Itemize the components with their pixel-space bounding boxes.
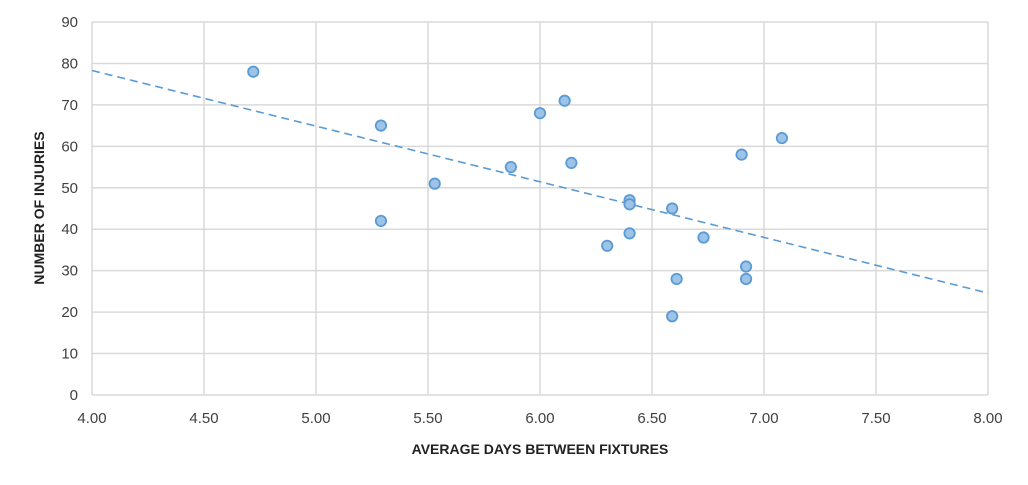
- x-tick-label: 7.50: [861, 410, 890, 427]
- data-point: [247, 65, 260, 78]
- data-point: [666, 310, 679, 323]
- data-point: [623, 198, 636, 211]
- x-axis-ticks: 4.00 4.50 5.00 5.50 6.00 6.50 7.00 7.50 8.00: [77, 410, 1002, 427]
- data-point: [533, 107, 547, 120]
- y-tick-label: 20: [61, 304, 78, 321]
- data-point: [601, 239, 614, 252]
- data-point: [565, 156, 578, 170]
- x-tick-label: 5.50: [413, 410, 442, 427]
- y-tick-label: 40: [61, 221, 78, 238]
- data-point: [697, 231, 710, 244]
- x-tick-label: 7.00: [749, 410, 778, 427]
- data-point: [775, 131, 789, 145]
- data-point: [735, 148, 748, 161]
- trendline-layer: [91, 69, 989, 294]
- linear-trendline: [91, 69, 989, 294]
- x-tick-label: 4.00: [77, 410, 106, 427]
- data-points: [247, 65, 789, 323]
- gridlines: [91, 21, 989, 396]
- y-axis-title: NUMBER OF INJURIES: [31, 131, 47, 284]
- x-axis-title: AVERAGE DAYS BETWEEN FIXTURES: [412, 441, 669, 457]
- y-tick-label: 10: [61, 346, 78, 363]
- data-point: [374, 119, 388, 132]
- y-axis-ticks: 0 10 20 30 40 50 60 70 80 90: [61, 14, 78, 404]
- data-point: [739, 272, 753, 286]
- x-tick-label: 6.00: [525, 410, 554, 427]
- data-point: [428, 177, 441, 190]
- data-point: [558, 94, 571, 107]
- data-point: [504, 160, 517, 174]
- x-tick-label: 6.50: [637, 410, 666, 427]
- data-point: [374, 214, 388, 228]
- y-tick-label: 90: [61, 14, 78, 31]
- x-tick-label: 4.50: [189, 410, 218, 427]
- x-tick-label: 5.00: [301, 410, 330, 427]
- y-tick-label: 60: [61, 138, 78, 155]
- data-point: [670, 272, 683, 286]
- y-tick-label: 50: [61, 180, 78, 197]
- y-tick-label: 30: [61, 263, 78, 280]
- y-tick-label: 0: [70, 387, 78, 404]
- y-tick-label: 70: [61, 97, 78, 114]
- data-point: [666, 202, 679, 215]
- data-point: [623, 227, 636, 240]
- data-point: [739, 260, 753, 273]
- x-tick-label: 8.00: [973, 410, 1002, 427]
- y-tick-label: 80: [61, 55, 78, 72]
